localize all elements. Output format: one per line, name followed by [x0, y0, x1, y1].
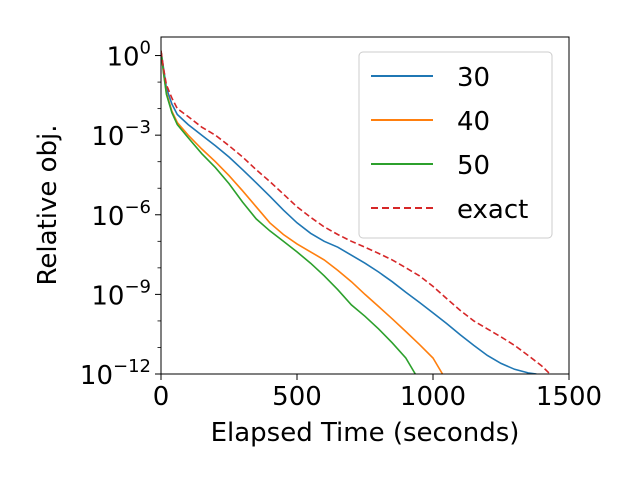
x-tick-label: 0 [153, 382, 170, 412]
x-tick-label: 500 [272, 382, 322, 412]
x-axis-label: Elapsed Time (seconds) [211, 418, 520, 448]
y-axis: 100 10−3 10−6 10−9 10−12 [80, 38, 161, 391]
legend-box [358, 51, 553, 239]
y-tick-label: 100 [106, 38, 151, 73]
series-line-40 [161, 50, 444, 374]
series-line-30 [161, 50, 537, 374]
series-line-50 [161, 50, 416, 374]
legend: 30 40 50 exact [358, 51, 553, 239]
legend-label-30: 30 [457, 63, 490, 93]
y-tick-label: 10−3 [91, 117, 151, 152]
legend-label-40: 40 [457, 107, 490, 137]
series-line-exact [161, 50, 551, 374]
x-axis: 0 500 1000 1500 [153, 374, 602, 412]
x-tick-label: 1000 [400, 382, 466, 412]
series-layer [161, 50, 551, 374]
legend-label-exact: exact [457, 195, 528, 225]
y-tick-label: 10−12 [80, 356, 151, 391]
x-tick-label: 1500 [536, 382, 602, 412]
y-axis-label: Relative obj. [33, 124, 63, 285]
legend-label-50: 50 [457, 151, 490, 181]
y-tick-label: 10−9 [91, 276, 151, 311]
plot-frame [160, 36, 570, 375]
y-tick-label: 10−6 [91, 197, 151, 232]
